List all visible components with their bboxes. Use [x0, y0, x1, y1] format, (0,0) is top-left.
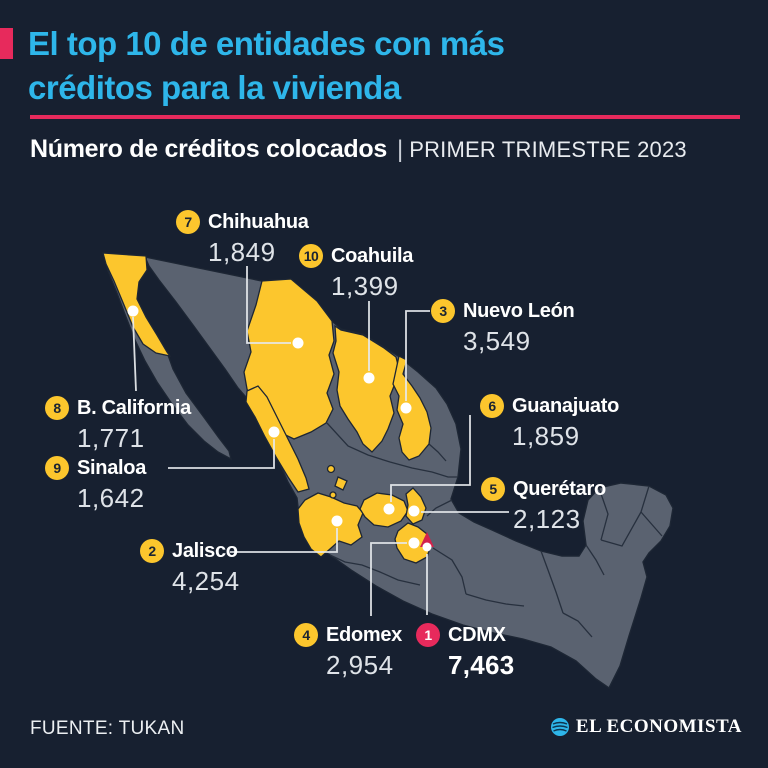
- map-label-edomex: 4 Edomex 2,954: [294, 623, 402, 681]
- rank-badge: 10: [299, 244, 323, 268]
- subtitle: Número de créditos colocados | PRIMER TRIM…: [30, 135, 750, 164]
- state-name: Guanajuato: [512, 394, 620, 417]
- state-jalisco-islet: [326, 464, 336, 474]
- state-value: 3,549: [463, 326, 531, 356]
- map-label-queretaro: 5 Querétaro 2,123: [481, 477, 606, 535]
- state-value: 2,954: [326, 650, 394, 680]
- state-value: 1,642: [77, 483, 145, 513]
- rank-badge: 7: [176, 210, 200, 234]
- dot-cdmx: [422, 542, 432, 552]
- state-jalisco: [297, 492, 364, 558]
- title-line1: El top 10 de entidades con más: [28, 25, 505, 62]
- dot-sinaloa: [268, 426, 280, 438]
- map-label-jalisco: 2 Jalisco 4,254: [140, 539, 240, 597]
- state-name: Sinaloa: [77, 456, 147, 479]
- source-credit: FUENTE: TUKAN: [30, 718, 185, 739]
- dot-edomex: [408, 537, 420, 549]
- rank-badge: 2: [140, 539, 164, 563]
- leader-chihuahua: [246, 266, 291, 344]
- subtitle-period: PRIMER TRIMESTRE 2023: [409, 137, 687, 162]
- rank-badge: 3: [431, 299, 455, 323]
- leader-guanajuato: [390, 415, 471, 502]
- title-line2: créditos para la vivienda: [28, 69, 401, 106]
- state-value: 1,859: [512, 421, 580, 451]
- map-label-guanajuato: 6 Guanajuato 1,859: [480, 394, 619, 452]
- state-coahuila: [332, 324, 400, 453]
- state-nuevo-leon: [392, 355, 432, 461]
- leader-jalisco: [230, 528, 338, 553]
- map-label-baja-california: 8 B. California 1,771: [45, 396, 191, 454]
- state-value: 2,123: [513, 504, 581, 534]
- rank-badge: 1: [416, 623, 440, 647]
- state-value: 1,849: [208, 237, 276, 267]
- map-label-cdmx: 1 CDMX 7,463: [416, 623, 515, 681]
- dot-baja-california: [127, 305, 139, 317]
- state-baja-california: [102, 252, 172, 357]
- rank-badge: 5: [481, 477, 505, 501]
- state-name: B. California: [77, 396, 191, 419]
- state-sinaloa: [245, 385, 310, 493]
- state-name: Querétaro: [513, 477, 606, 500]
- publisher-name: EL ECONOMISTA: [575, 716, 742, 737]
- state-value: 4,254: [172, 566, 240, 596]
- subtitle-metric: Número de créditos colocados: [30, 135, 387, 163]
- map-label-nuevo-leon: 3 Nuevo León 3,549: [431, 299, 575, 357]
- dot-guanajuato: [383, 503, 395, 515]
- state-name: Jalisco: [172, 539, 238, 562]
- state-name: Nuevo León: [463, 299, 575, 322]
- dot-nuevo-leon: [400, 402, 412, 414]
- leader-baja-california: [132, 316, 137, 392]
- title-accent-bar: [0, 28, 13, 59]
- state-borders: [326, 422, 663, 638]
- state-value: 7,463: [448, 650, 515, 680]
- subtitle-separator: |: [396, 136, 404, 163]
- state-cdmx-marker: [420, 532, 434, 547]
- state-name: Chihuahua: [208, 210, 309, 233]
- map-label-chihuahua: 7 Chihuahua 1,849: [176, 210, 309, 268]
- map-label-sinaloa: 9 Sinaloa 1,642: [45, 456, 146, 514]
- mainland-silhouette: [143, 256, 674, 690]
- state-value: 1,399: [331, 271, 399, 301]
- state-jalisco-north-exclave: [334, 476, 348, 491]
- state-value: 1,771: [77, 423, 145, 453]
- dot-coahuila: [363, 372, 375, 384]
- dot-jalisco: [331, 515, 343, 527]
- page-title: El top 10 de entidades con más créditos p…: [28, 22, 728, 110]
- state-name: CDMX: [448, 623, 506, 646]
- leader-sinaloa: [168, 439, 275, 469]
- state-name: Edomex: [326, 623, 403, 646]
- rank-badge: 6: [480, 394, 504, 418]
- dot-chihuahua: [292, 337, 304, 349]
- el-economista-globe-icon: [550, 718, 569, 736]
- state-name: Coahuila: [331, 244, 414, 267]
- state-jalisco-islet-2: [329, 491, 337, 499]
- map-label-coahuila: 10 Coahuila 1,399: [299, 244, 413, 302]
- dot-queretaro: [408, 505, 420, 517]
- leader-nuevo-leon: [405, 310, 430, 401]
- rank-badge: 8: [45, 396, 69, 420]
- title-divider: [30, 115, 740, 119]
- rank-badge: 9: [45, 456, 69, 480]
- rank-badge: 4: [294, 623, 318, 647]
- publisher-logo: EL ECONOMISTA: [550, 716, 742, 738]
- leader-edomex: [370, 542, 407, 616]
